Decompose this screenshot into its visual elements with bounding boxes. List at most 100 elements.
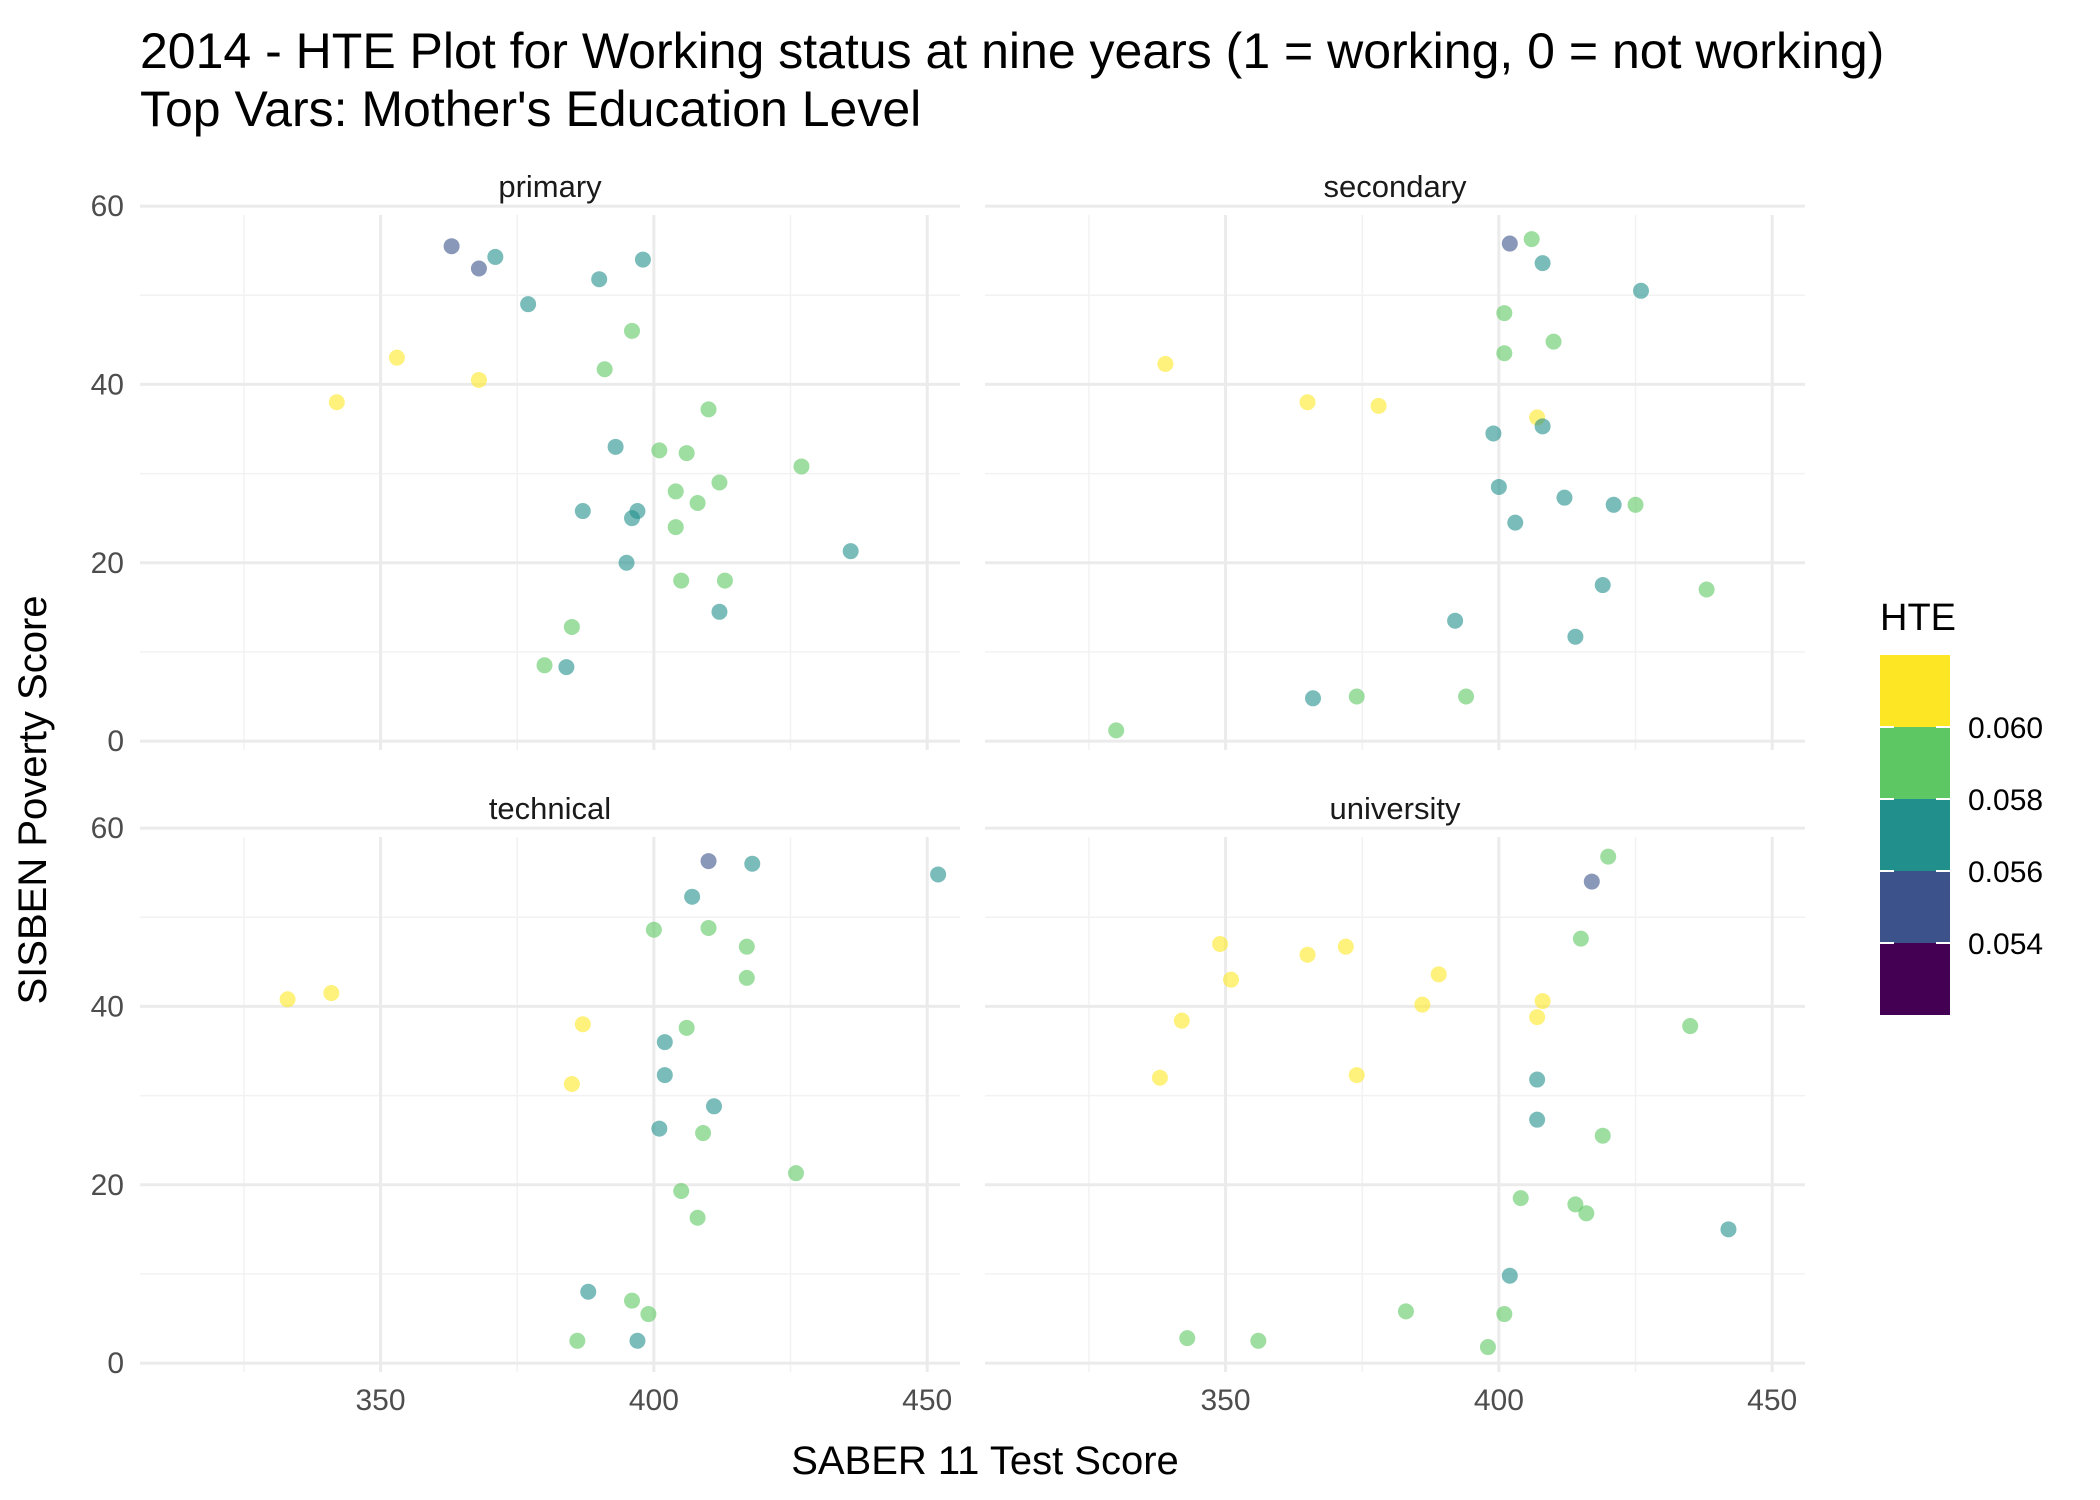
y-tick-label: 40 [91,368,124,401]
y-tick-label: 0 [107,1347,124,1380]
data-point [1157,355,1174,372]
data-point [656,1034,673,1051]
points-primary [328,238,859,676]
y-axis-title: SISBEN Poverty Score [11,595,55,1004]
data-point [738,969,755,986]
data-point [667,519,684,536]
data-point [536,657,553,674]
y-tick-label: 60 [91,812,124,845]
data-point [388,349,405,366]
data-point [323,985,340,1002]
data-point [695,1125,712,1142]
data-point [1594,1127,1611,1144]
facet-panel-technical: technical 0 20 40 60 350 400 450 [91,791,960,1417]
data-point [1151,1069,1168,1086]
data-point [1173,1012,1190,1029]
x-tick-label: 400 [1474,1384,1524,1417]
data-point [574,503,591,520]
legend-break-label: 0.054 [1968,928,2043,961]
data-point [1479,1339,1496,1356]
data-point [558,659,575,676]
data-point [1501,235,1518,252]
data-point [678,1019,695,1036]
data-point [738,938,755,955]
data-point [1348,1067,1365,1084]
data-point [645,921,662,938]
data-point [673,572,690,589]
data-point [1458,688,1475,705]
strip-label-university: university [1330,791,1461,826]
data-point [596,361,613,378]
data-point [1682,1018,1699,1035]
data-point [591,271,608,288]
data-point [1507,514,1524,531]
data-point [1305,690,1321,707]
data-point [700,853,717,870]
data-point [624,1292,640,1309]
x-tick-label: 400 [629,1384,679,1417]
y-tick-label: 60 [91,190,124,223]
data-point [1496,305,1513,322]
data-point [1545,333,1562,350]
legend-color-swatch [1880,871,1950,943]
y-tick-label: 20 [91,547,124,580]
points-secondary [1108,231,1715,739]
data-point [1523,231,1540,248]
data-point [470,371,487,388]
legend-color-swatch [1880,799,1950,871]
data-point [1490,478,1507,495]
strip-label-primary: primary [498,169,602,204]
data-point [1572,930,1589,947]
data-point [1179,1330,1196,1347]
data-point [1370,397,1387,414]
data-point [618,554,635,571]
data-point [470,260,487,277]
data-point [279,991,296,1008]
legend-break-label: 0.060 [1968,712,2043,745]
data-point [1534,255,1551,272]
x-tick-label: 450 [902,1384,952,1417]
data-point [1600,848,1617,865]
data-point [634,251,651,268]
data-point [930,866,947,883]
data-point [1496,1306,1513,1323]
x-tick-label: 350 [356,1384,406,1417]
data-point [1299,394,1316,411]
data-point [689,495,706,512]
data-point [678,445,695,462]
data-point [673,1182,690,1199]
data-point [1556,489,1573,506]
data-point [1223,971,1239,988]
data-point [1567,1196,1584,1213]
data-point [569,1332,586,1349]
strip-label-technical: technical [489,791,611,826]
data-point [520,296,537,313]
data-point [1605,496,1622,513]
data-point [1447,612,1464,629]
data-point [624,322,640,339]
data-point [711,603,728,620]
data-point [651,1120,668,1137]
data-point [1633,282,1649,299]
data-point [716,572,733,589]
points-technical [279,853,947,1349]
data-point [744,855,761,872]
data-point [1501,1267,1518,1284]
data-point [1212,936,1229,952]
data-point [1567,628,1584,645]
data-point [793,458,810,475]
data-point [1397,1303,1414,1320]
data-point [563,618,580,635]
data-point [667,483,684,500]
data-point [684,888,701,905]
data-point [629,1332,646,1349]
data-point [1348,688,1365,705]
data-point [1583,873,1600,890]
points-university [1151,848,1737,1356]
x-axis-title: SABER 11 Test Score [791,1439,1179,1483]
data-point [656,1067,673,1084]
panels-layer: primary 0 20 40 60 secondary technical 0 20 40 60 3… [91,169,1805,1417]
legend-color-swatch [1880,943,1950,1015]
data-point [563,1075,580,1092]
